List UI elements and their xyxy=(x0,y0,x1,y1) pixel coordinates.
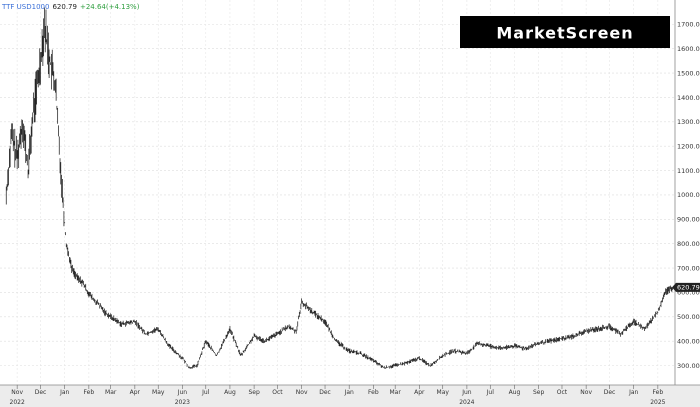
year-label: 2025 xyxy=(650,399,665,406)
x-tick-label: Aug xyxy=(509,389,521,396)
x-tick-label: Oct xyxy=(272,389,283,396)
x-tick-label: Mar xyxy=(390,389,402,396)
x-tick-label: Dec xyxy=(319,389,331,396)
y-tick-label: 500.00 xyxy=(677,313,700,321)
y-tick-label: 1700.00 xyxy=(677,21,700,29)
x-tick-label: Oct xyxy=(557,389,568,396)
brand-logo: MarketScreen xyxy=(460,16,670,48)
grid xyxy=(0,0,675,385)
y-axis: 300.00 400.00 500.00 600.00 700.00 800.00 900.… xyxy=(677,21,700,370)
x-tick-label: Jun xyxy=(177,389,188,396)
x-tick-label: Dec xyxy=(35,389,47,396)
price-tag: 620.79 xyxy=(672,282,700,292)
brand-background xyxy=(460,16,670,48)
y-tick-label: 1500.00 xyxy=(677,69,700,77)
x-tick-label: Mar xyxy=(105,389,117,396)
x-axis: Nov Dec Jan Feb Mar Apr May Jun Jul Aug Sep Oct Nov D… xyxy=(11,385,663,396)
price-change: +24.64(+4.13%) xyxy=(80,3,140,11)
y-tick-label: 700.00 xyxy=(677,264,700,272)
x-tick-label: Aug xyxy=(224,389,236,396)
x-tick-label: Jul xyxy=(201,389,210,396)
price-series xyxy=(5,7,674,369)
y-axis-panel xyxy=(675,0,700,385)
x-tick-label: Jun xyxy=(461,389,472,396)
x-tick-label: Jan xyxy=(344,389,354,396)
y-tick-label: 1600.00 xyxy=(677,45,700,53)
year-label: 2024 xyxy=(459,399,474,406)
year-labels: 2022 2023 2024 2025 xyxy=(10,399,666,406)
x-tick-label: Feb xyxy=(653,389,664,396)
x-tick-label: Feb xyxy=(84,389,95,396)
year-label: 2023 xyxy=(175,399,190,406)
x-tick-label: Dec xyxy=(604,389,616,396)
x-tick-label: Apr xyxy=(130,389,141,396)
x-tick-label: Nov xyxy=(11,389,23,396)
instrument-name: TTF USD1000 xyxy=(1,3,49,11)
x-tick-label: Apr xyxy=(414,389,425,396)
x-axis-panel xyxy=(0,385,700,407)
y-tick-label: 300.00 xyxy=(677,362,700,370)
last-price: 620.79 xyxy=(52,3,77,11)
x-tick-label: Nov xyxy=(296,389,308,396)
y-tick-label: 1400.00 xyxy=(677,94,700,102)
x-tick-label: Jul xyxy=(486,389,495,396)
x-tick-label: May xyxy=(152,389,165,396)
year-label: 2022 xyxy=(10,399,25,406)
y-tick-label: 1200.00 xyxy=(677,143,700,151)
y-tick-label: 900.00 xyxy=(677,216,700,224)
x-tick-label: Jan xyxy=(628,389,638,396)
x-tick-label: Jan xyxy=(59,389,69,396)
brand-text: MarketScreen xyxy=(496,24,633,43)
chart-header: TTF USD1000 620.79 +24.64(+4.13%) xyxy=(1,3,140,11)
x-tick-label: May xyxy=(437,389,450,396)
y-tick-label: 400.00 xyxy=(677,337,700,345)
y-tick-label: 1100.00 xyxy=(677,167,700,175)
price-tag-shape xyxy=(672,282,700,292)
x-tick-label: Nov xyxy=(580,389,592,396)
y-tick-label: 800.00 xyxy=(677,240,700,248)
x-tick-label: Sep xyxy=(248,389,260,396)
price-tag-value: 620.79 xyxy=(677,284,700,292)
y-tick-label: 1300.00 xyxy=(677,118,700,126)
y-tick-label: 1000.00 xyxy=(677,191,700,199)
y-tick-label: 600.00 xyxy=(677,289,700,297)
x-tick-label: Feb xyxy=(368,389,379,396)
x-tick-label: Sep xyxy=(533,389,545,396)
